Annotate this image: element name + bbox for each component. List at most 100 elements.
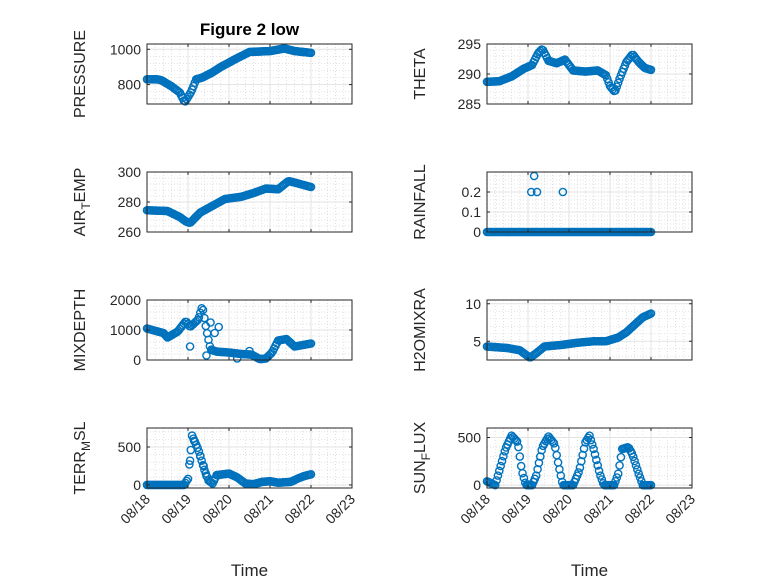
data-point [206, 318, 215, 327]
ylabel: RAINFALL [412, 164, 429, 240]
data-point [245, 346, 254, 356]
data-point [232, 354, 242, 363]
axes-box [486, 171, 693, 233]
axes-theta: 285 290 295 THETA [412, 36, 693, 112]
ytick-label: 280 [118, 194, 142, 210]
axes-rainfall: 0 0.1 0.2 RAINFALL [412, 164, 693, 240]
data-point [494, 466, 504, 476]
data-point [200, 313, 209, 323]
data-point [306, 48, 316, 58]
ytick-label: 0.2 [462, 184, 482, 200]
series-terr-msl [142, 431, 316, 490]
xtick-label: 08/21 [580, 491, 616, 527]
data-point [197, 303, 206, 313]
data-point [193, 443, 202, 453]
ytick-label: 290 [458, 66, 482, 82]
data-point [611, 477, 620, 486]
ytick-label: 500 [118, 439, 142, 455]
xtick-label: 08/18 [117, 491, 153, 527]
data-point [616, 452, 626, 462]
data-point [195, 308, 205, 318]
plot-area [147, 428, 352, 488]
data-point [182, 476, 191, 486]
data-point [594, 466, 604, 476]
ytick-label: 5 [473, 333, 481, 349]
data-point [615, 461, 624, 470]
axes-sun-flux: 0 500 08/18 08/19 08/20 08/21 08/22 08/23 SUNFLU… [412, 422, 698, 580]
axes-box [146, 427, 353, 489]
ytick-label: 295 [458, 36, 482, 52]
data-point [635, 473, 645, 482]
ytick-label: 0.1 [462, 204, 482, 220]
axes-air-temp: 260 280 300 AIRTEMP [72, 164, 353, 240]
data-point [195, 451, 205, 461]
xtick-label: 08/23 [662, 491, 698, 527]
data-point [194, 447, 204, 456]
ytick-label: 500 [458, 430, 482, 446]
data-point [202, 471, 211, 481]
axes-mixdepth: 0 1000 2000 MIXDEPTH [72, 289, 353, 371]
data-point [189, 436, 199, 446]
data-point [558, 187, 568, 197]
data-point [198, 305, 208, 315]
data-point [515, 452, 525, 461]
ylabel: AIRTEMP [72, 168, 93, 237]
data-point [199, 461, 208, 471]
ytick-label: 0 [473, 477, 481, 493]
data-point [518, 468, 527, 478]
data-point [306, 182, 316, 192]
data-point [497, 456, 507, 466]
ytick-label: 0 [133, 352, 141, 368]
xtick-label: 08/19 [498, 491, 534, 527]
data-point [511, 435, 521, 445]
data-point [496, 461, 505, 471]
data-point [592, 455, 601, 465]
axes-pressure: 800 1000 PRESSURE Figure 2 low [72, 20, 353, 118]
data-point [590, 450, 600, 459]
data-point [613, 78, 623, 88]
xlabel: Time [231, 561, 268, 580]
xtick-label: 08/22 [621, 491, 657, 527]
ytick-label: 800 [118, 77, 142, 93]
data-point [633, 465, 642, 474]
data-point [185, 460, 194, 469]
data-point [519, 473, 529, 483]
ylabel: PRESSURE [72, 30, 89, 118]
data-point [646, 309, 656, 318]
xtick-label: 08/23 [322, 491, 358, 527]
series-sun-flux [482, 431, 656, 490]
xlabel: Time [571, 561, 608, 580]
data-point [631, 460, 641, 470]
data-point [589, 444, 598, 454]
data-point [534, 48, 544, 57]
ylabel: H2OMIXRA [412, 288, 429, 372]
xtick-label: 08/20 [199, 491, 235, 527]
ytick-label: 2000 [110, 292, 141, 308]
data-point [585, 431, 594, 440]
series-theta [482, 45, 656, 96]
xtick-label: 08/18 [457, 491, 493, 527]
ytick-label: 0 [473, 224, 481, 240]
xtick-label: 08/22 [281, 491, 317, 527]
data-point [613, 469, 623, 479]
data-point [587, 440, 597, 449]
series-h2omixra [482, 309, 656, 362]
data-point [185, 342, 195, 351]
data-point [493, 471, 503, 480]
ytick-label: 285 [458, 96, 482, 112]
series-air-temp [142, 176, 316, 228]
data-point [574, 468, 583, 477]
data-point [612, 473, 622, 482]
xtick-label: 08/21 [240, 491, 276, 527]
data-point [197, 456, 206, 465]
data-point [490, 480, 500, 490]
data-point [194, 312, 204, 322]
ytick-label: 0 [133, 477, 141, 493]
figure-title: Figure 2 low [200, 20, 300, 39]
ylabel: THETA [412, 48, 429, 100]
data-point [183, 474, 193, 484]
data-point [612, 82, 622, 91]
data-point [628, 452, 638, 462]
data-point [306, 339, 316, 348]
ylabel: TERRMSL [72, 421, 93, 494]
